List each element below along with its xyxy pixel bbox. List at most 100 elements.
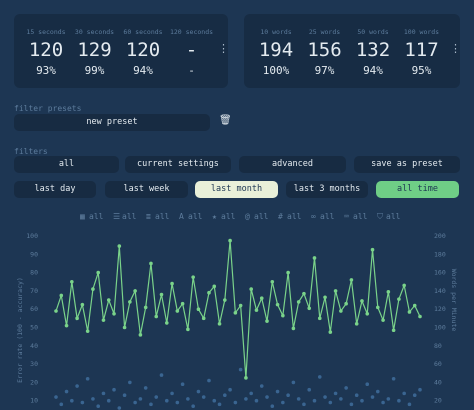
wpm-point — [275, 302, 280, 307]
wpm-point — [112, 311, 116, 316]
date-button[interactable]: last 3 months — [286, 181, 368, 198]
wpm-point — [270, 279, 275, 284]
section-label: filter presets — [14, 104, 82, 113]
y-tick-label: 70 — [30, 287, 38, 295]
new-preset-button[interactable]: new preset — [14, 114, 210, 131]
wpm-point — [365, 311, 370, 316]
error-point — [207, 378, 211, 383]
error-point — [217, 402, 222, 407]
wpm-point — [375, 305, 380, 310]
error-point — [281, 400, 285, 405]
tag-filter[interactable]: all — [89, 212, 104, 221]
tag-filter[interactable]: all — [122, 212, 137, 221]
error-point — [96, 404, 101, 408]
wpm-point — [249, 287, 253, 291]
wpm-point — [233, 311, 238, 315]
error-point — [159, 373, 164, 377]
wpm-point — [217, 322, 222, 326]
error-point — [106, 398, 111, 403]
date-button[interactable]: all time — [376, 181, 459, 198]
tag-icon: ⛉ — [377, 212, 383, 221]
delete-icon[interactable]: 🗑 — [219, 115, 232, 126]
tag-filter[interactable]: all — [254, 212, 269, 221]
tag-icon: ▦ — [80, 212, 85, 221]
mode-label: 15 seconds — [26, 28, 66, 36]
error-point — [339, 397, 343, 401]
tag-filter[interactable]: all — [287, 212, 302, 221]
date-button[interactable]: last day — [14, 181, 96, 198]
wpm-point — [149, 261, 153, 266]
error-point — [381, 400, 385, 405]
error-point — [191, 404, 195, 408]
error-point — [418, 387, 422, 392]
wpm-point — [328, 330, 333, 334]
mode-label: 100 words — [403, 28, 440, 36]
wpm-point — [323, 295, 327, 300]
date-button[interactable]: last week — [105, 181, 188, 198]
filter-button[interactable]: all — [14, 156, 119, 173]
wpm-line — [55, 240, 421, 378]
wpm-point — [170, 281, 174, 286]
wpm-point — [180, 301, 185, 306]
error-point — [238, 367, 243, 372]
error-point — [397, 398, 401, 403]
accuracy-value: 100% — [262, 64, 290, 77]
wpm-point — [302, 291, 306, 296]
tag-filter[interactable]: all — [155, 212, 170, 221]
y2-tick-label: 200 — [434, 232, 446, 240]
wpm-point — [54, 309, 58, 313]
error-point — [317, 375, 322, 379]
wpm-value: - — [185, 39, 198, 61]
y-tick-label: 60 — [30, 305, 38, 313]
error-point — [128, 380, 132, 385]
wpm-point — [307, 306, 312, 311]
error-point — [323, 395, 327, 399]
wpm-value: 129 — [77, 39, 112, 61]
wpm-point — [286, 270, 290, 275]
wpm-point — [238, 303, 243, 308]
y2-tick-label: 100 — [434, 324, 446, 332]
error-point — [70, 398, 74, 403]
wpm-point — [196, 307, 201, 312]
wpm-value: 132 — [355, 39, 391, 61]
error-point — [170, 391, 174, 396]
error-point — [112, 387, 116, 392]
tag-filter[interactable]: all — [320, 212, 335, 221]
wpm-point — [133, 289, 137, 293]
mode-label: 25 words — [308, 28, 341, 36]
wpm-point — [70, 279, 74, 284]
wpm-point — [281, 313, 285, 318]
tag-filter[interactable]: all — [353, 212, 368, 221]
error-point — [270, 404, 275, 408]
wpm-point — [244, 376, 248, 380]
wpm-point — [101, 318, 106, 322]
y2-tick-label: 160 — [434, 269, 446, 277]
wpm-point — [96, 270, 101, 275]
wpm-point — [312, 256, 317, 260]
error-point — [54, 395, 58, 399]
tag-icon: # — [278, 212, 283, 221]
tag-filter[interactable]: all — [386, 212, 401, 221]
y2-tick-label: 120 — [434, 305, 446, 313]
menu-icon[interactable]: ⋮ — [218, 42, 229, 55]
tag-icon: ≣ — [146, 212, 151, 221]
wpm-point — [397, 297, 401, 301]
wpm-point — [370, 247, 375, 252]
error-point — [291, 380, 296, 385]
tag-filter[interactable]: all — [221, 212, 236, 221]
mode-label: 10 words — [260, 28, 292, 36]
tag-filter[interactable]: all — [188, 212, 203, 221]
filter-button[interactable]: current settings — [125, 156, 231, 173]
menu-icon[interactable]: ⋮ — [450, 42, 461, 55]
wpm-point — [122, 325, 127, 330]
filter-button[interactable]: save as preset — [354, 156, 460, 173]
accuracy-value: 94% — [133, 64, 153, 77]
error-point — [328, 400, 333, 405]
date-button[interactable]: last month — [195, 181, 278, 198]
wpm-point — [259, 296, 264, 301]
error-point — [265, 395, 269, 399]
wpm-point — [175, 309, 180, 313]
filter-button[interactable]: advanced — [239, 156, 346, 173]
wpm-point — [186, 327, 190, 332]
